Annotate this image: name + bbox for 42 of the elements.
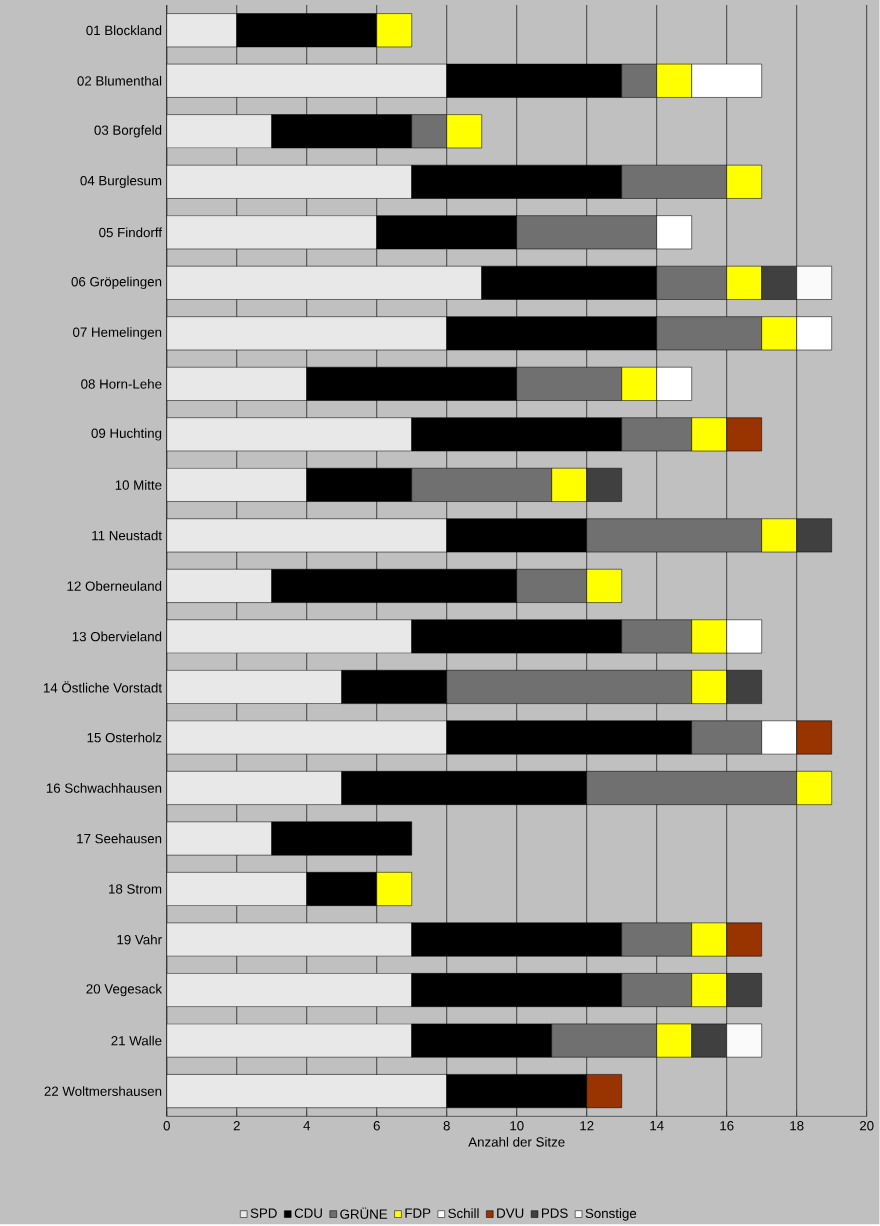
y-tick-label: 17 Seehausen xyxy=(77,833,162,844)
y-tick-label: 04 Burglesum xyxy=(80,175,162,188)
y-tick-label: 01 Blockland xyxy=(86,25,162,36)
legend-label: SPD xyxy=(250,1208,277,1218)
y-tick-label: 15 Osterholz xyxy=(87,732,162,743)
x-tick-label: 4 xyxy=(303,1121,311,1131)
y-tick-label: 21 Walle xyxy=(111,1035,162,1046)
y-tick-label: 02 Blumenthal xyxy=(77,75,162,86)
y-tick-label: 10 Mitte xyxy=(115,480,162,490)
legend-label: DVU xyxy=(497,1208,524,1218)
y-tick-label: 20 Vegesack xyxy=(86,983,163,997)
y-tick-label: 18 Strom xyxy=(109,884,162,894)
x-tick-label: 6 xyxy=(373,1121,381,1131)
y-tick-label: 22 Woltmershausen xyxy=(44,1086,162,1096)
legend-label: Schill xyxy=(448,1208,479,1219)
x-tick-label: 16 xyxy=(720,1121,734,1131)
y-tick-label: 19 Vahr xyxy=(117,934,162,945)
x-axis-title: Anzahl der Sitze xyxy=(468,1136,565,1147)
legend-label: PDS xyxy=(542,1208,568,1218)
y-tick-label: 14 Östliche Vorstadt xyxy=(44,681,163,693)
y-tick-label: 07 Hemelingen xyxy=(73,327,162,340)
legend-label: FDP xyxy=(405,1208,431,1218)
legend-label: GRÜNE xyxy=(340,1207,388,1219)
y-tick-label: 08 Horn-Lehe xyxy=(81,378,162,389)
legend-label: CDU xyxy=(294,1208,323,1218)
y-tick-label: 16 Schwachhausen xyxy=(47,783,162,793)
y-tick-label: 06 Gröpelingen xyxy=(71,276,162,290)
y-tick-label: 05 Findorff xyxy=(99,227,163,238)
x-tick-label: 12 xyxy=(580,1121,594,1131)
y-tick-label: 09 Huchting xyxy=(91,428,162,441)
y-tick-label: 03 Borgfeld xyxy=(94,125,162,138)
x-tick-label: 2 xyxy=(233,1121,240,1131)
x-tick-label: 14 xyxy=(650,1121,664,1131)
y-tick-label: 11 Neustadt xyxy=(92,530,163,541)
x-tick-label: 8 xyxy=(443,1121,451,1131)
y-tick-label: 12 Oberneuland xyxy=(67,581,162,591)
x-tick-label: 20 xyxy=(860,1121,874,1131)
x-tick-label: 18 xyxy=(790,1121,804,1131)
x-tick-label: 10 xyxy=(510,1121,524,1131)
y-tick-label: 13 Obervieland xyxy=(72,631,162,642)
x-tick-label: 0 xyxy=(163,1121,171,1131)
legend-label: Sonstige xyxy=(585,1208,637,1221)
